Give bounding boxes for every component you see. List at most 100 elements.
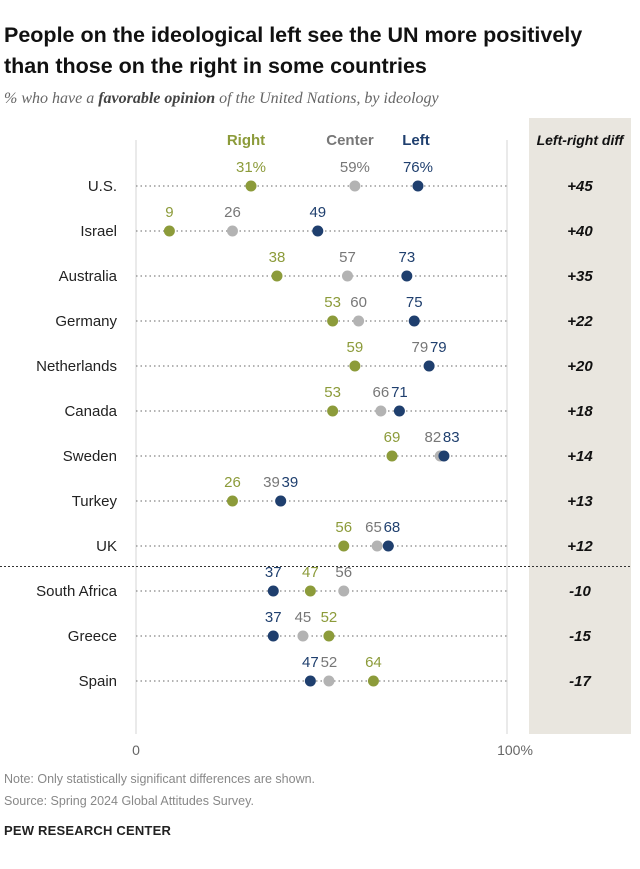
dot-center-australia [341,270,353,282]
dot-left-israel [312,225,324,237]
row-label-netherlands: Netherlands [36,358,117,375]
dot-center-greece [297,630,309,642]
row-label-greece: Greece [68,628,117,645]
row-label-australia: Australia [59,268,118,285]
dot-center-spain [323,675,335,687]
dot-left-u-s- [412,180,424,192]
value-label-left-uk: 68 [384,519,401,536]
dot-left-spain [304,675,316,687]
value-label-right-australia: 38 [269,249,286,266]
value-label-left-south-africa: 37 [265,564,282,581]
diff-value-uk: +12 [567,538,593,555]
diff-value-greece: -15 [569,628,591,645]
value-label-right-israel: 9 [165,204,173,221]
value-label-center-spain: 52 [321,654,338,671]
value-label-center-sweden: 82 [425,429,442,446]
diff-value-netherlands: +20 [567,358,593,375]
legend-center: Center [326,132,374,149]
value-label-right-canada: 53 [324,384,341,401]
row-label-uk: UK [96,538,117,555]
dot-left-turkey [275,495,287,507]
diff-value-sweden: +14 [567,448,593,465]
chart-source: Source: Spring 2024 Global Attitudes Sur… [4,794,254,808]
dot-right-germany [327,315,339,327]
dot-center-canada [375,405,387,417]
value-label-center-south-africa: 56 [335,564,352,581]
value-label-left-greece: 37 [265,609,282,626]
value-label-left-turkey: 39 [282,474,299,491]
diff-value-u-s-: +45 [567,178,593,195]
value-label-right-u-s-: 31% [236,159,266,176]
value-label-right-turkey: 26 [224,474,241,491]
subtitle-post: of the United Nations, by ideology [215,90,439,107]
dot-right-uk [338,540,350,552]
diff-value-south-africa: -10 [569,583,591,600]
row-label-canada: Canada [64,403,117,420]
row-label-u-s-: U.S. [88,178,117,195]
dot-right-australia [271,270,283,282]
dot-right-canada [327,405,339,417]
value-label-left-israel: 49 [309,204,326,221]
value-label-right-uk: 56 [335,519,352,536]
value-label-left-netherlands: 79 [430,339,447,356]
dot-right-u-s- [245,180,257,192]
dot-center-germany [353,315,365,327]
dot-right-greece [323,630,335,642]
value-label-left-u-s-: 76% [403,159,433,176]
value-label-right-sweden: 69 [384,429,401,446]
dot-left-south-africa [267,585,279,597]
value-label-right-greece: 52 [321,609,338,626]
diff-value-germany: +22 [567,313,593,330]
value-label-center-turkey: 39 [263,474,280,491]
value-label-left-germany: 75 [406,294,423,311]
chart-subtitle: % who have a favorable opinion of the Un… [4,90,624,108]
value-label-center-u-s-: 59% [340,159,370,176]
value-label-right-south-africa: 47 [302,564,319,581]
x-tick-0: 0 [132,742,140,758]
row-label-south-africa: South Africa [36,583,118,600]
diff-column-header: Left-right diff [536,132,624,148]
dot-center-uk [371,540,383,552]
brand-logo: PEW RESEARCH CENTER [4,823,172,838]
legend-right: Right [227,132,265,149]
row-label-turkey: Turkey [72,493,118,510]
row-label-sweden: Sweden [63,448,117,465]
diff-value-australia: +35 [567,268,593,285]
value-label-center-canada: 66 [373,384,390,401]
dot-center-south-africa [338,585,350,597]
x-tick-100: 100% [497,742,533,758]
dot-right-south-africa [304,585,316,597]
dot-center-u-s- [349,180,361,192]
diff-value-canada: +18 [567,403,593,420]
subtitle-emphasis: favorable opinion [98,90,216,107]
dot-center-israel [226,225,238,237]
subtitle-pre: % who have a [4,90,99,107]
dot-left-sweden [438,450,450,462]
value-label-center-netherlands: 79 [412,339,429,356]
chart-title: People on the ideological left see the U… [4,23,583,78]
dot-left-greece [267,630,279,642]
dot-left-australia [401,270,413,282]
value-label-left-australia: 73 [398,249,415,266]
dot-right-spain [367,675,379,687]
diff-value-spain: -17 [569,673,591,690]
chart-note: Note: Only statistically significant dif… [4,772,316,786]
dot-right-netherlands [349,360,361,372]
value-label-center-israel: 26 [224,204,241,221]
dot-left-netherlands [423,360,435,372]
row-label-germany: Germany [55,313,117,330]
dot-left-uk [382,540,394,552]
dot-left-germany [408,315,420,327]
value-label-left-canada: 71 [391,384,408,401]
row-label-israel: Israel [80,223,117,240]
value-label-center-uk: 65 [365,519,382,536]
dot-right-sweden [386,450,398,462]
dot-left-canada [393,405,405,417]
diff-value-israel: +40 [567,223,593,240]
value-label-left-spain: 47 [302,654,319,671]
value-label-center-australia: 57 [339,249,356,266]
diff-value-turkey: +13 [567,493,593,510]
value-label-center-germany: 60 [350,294,367,311]
legend-left: Left [402,132,430,149]
